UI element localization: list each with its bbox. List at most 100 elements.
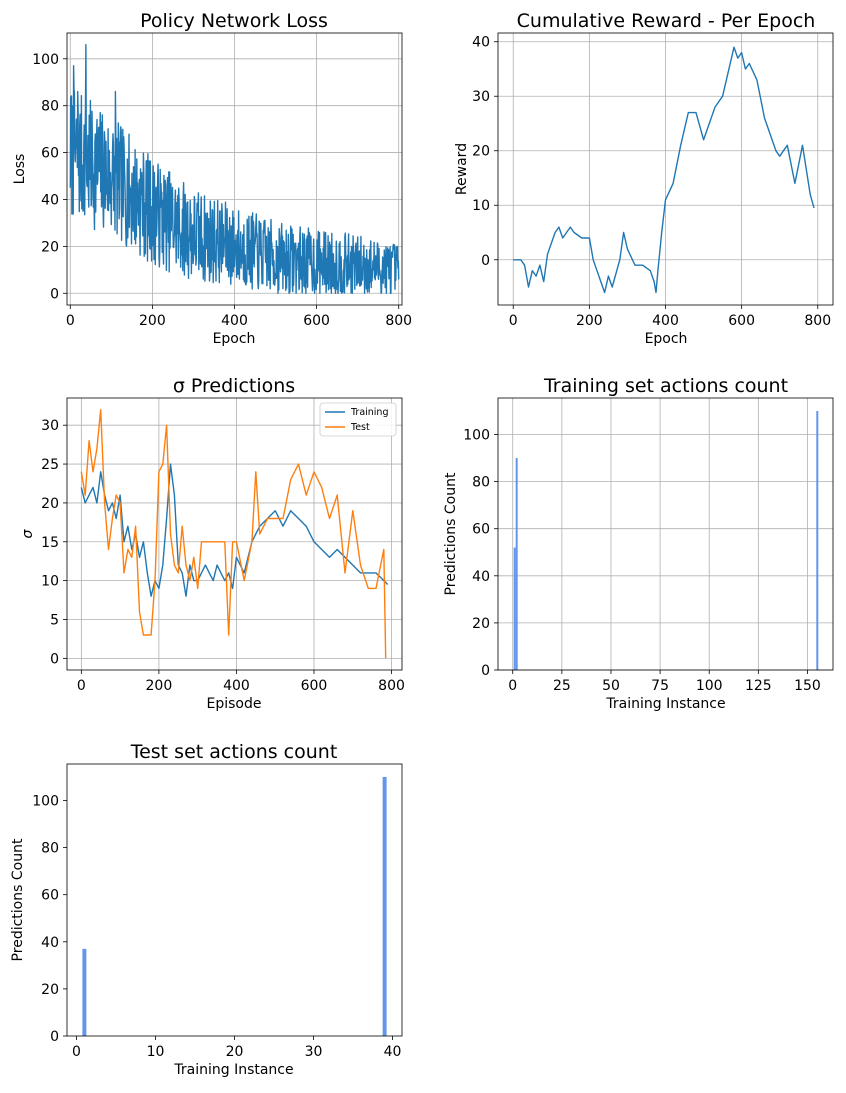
sigma-ticks: 0 200 400 600 800 0 5 10 15 20 25 30 (41, 418, 405, 694)
reward-ticks: 0 200 400 600 800 0 10 20 30 40 (472, 35, 831, 329)
reward-series-line (513, 46, 815, 294)
x-tick-label: 30 (305, 1044, 323, 1060)
y-tick-label: 60 (472, 522, 490, 538)
y-tick-label: 80 (41, 99, 59, 115)
y-tick-label: 100 (32, 794, 59, 810)
y-tick-label: 20 (472, 616, 490, 632)
bar (515, 458, 518, 670)
x-tick-label: 200 (139, 313, 166, 329)
x-tick-label: 125 (745, 678, 772, 694)
sigma-chart: σ Predictions 0 200 400 600 800051015202530 … (20, 375, 405, 712)
legend-label-training: Training (350, 407, 389, 418)
loss-xlabel: Epoch (213, 331, 256, 347)
train-actions-chart: Training set actions count 0 25 50 75 100 125… (443, 375, 834, 712)
loss-series-line (69, 44, 400, 294)
y-tick-label: 20 (41, 982, 59, 998)
sigma-series-test (80, 409, 387, 659)
test-actions-xlabel: Training Instance (173, 1062, 293, 1078)
y-tick-label: 30 (472, 89, 490, 105)
x-tick-label: 600 (728, 313, 755, 329)
reward-ylabel: Reward (454, 143, 470, 195)
x-tick-label: 0 (66, 313, 75, 329)
test-actions-title: Test set actions count (130, 741, 338, 763)
train-actions-xlabel: Training Instance (605, 696, 725, 712)
x-tick-label: 20 (226, 1044, 244, 1060)
x-tick-label: 400 (652, 313, 679, 329)
y-tick-label: 0 (50, 1029, 59, 1045)
x-tick-label: 800 (804, 313, 831, 329)
y-tick-label: 40 (472, 569, 490, 585)
y-tick-label: 0 (481, 253, 490, 269)
sigma-xlabel: Episode (207, 696, 262, 712)
loss-marks (69, 44, 400, 294)
x-tick-label: 0 (509, 313, 518, 329)
y-tick-label: 100 (32, 52, 59, 68)
x-tick-label: 800 (385, 313, 412, 329)
sigma-ylabel: σ (20, 528, 36, 538)
y-tick-label: 15 (41, 535, 59, 551)
y-tick-label: 60 (41, 146, 59, 162)
x-tick-label: 800 (378, 678, 405, 694)
y-tick-label: 0 (50, 651, 59, 667)
x-tick-label: 0 (72, 1044, 81, 1060)
loss-ticks: 0 200 400 600 800 0 20 40 60 80 100 (32, 52, 412, 329)
y-tick-label: 40 (41, 935, 59, 951)
x-tick-label: 600 (301, 678, 328, 694)
y-tick-label: 20 (41, 496, 59, 512)
x-tick-label: 10 (147, 1044, 165, 1060)
y-tick-label: 25 (41, 457, 59, 473)
x-tick-label: 400 (221, 313, 248, 329)
y-tick-label: 5 (50, 612, 59, 628)
x-tick-label: 600 (303, 313, 330, 329)
x-tick-label: 400 (223, 678, 250, 694)
train-actions-ticks: 0 25 50 75 100 125 150 0 20 40 60 80 100 (463, 428, 821, 694)
y-tick-label: 80 (472, 475, 490, 491)
sigma-marks (80, 409, 389, 659)
x-tick-label: 25 (553, 678, 571, 694)
loss-title: Policy Network Loss (140, 10, 328, 32)
reward-chart: Cumulative Reward - Per Epoch 0 200 400 600… (454, 10, 834, 347)
loss-ylabel: Loss (12, 154, 28, 185)
x-tick-label: 75 (651, 678, 669, 694)
x-tick-label: 200 (576, 313, 603, 329)
train-actions-marks (513, 410, 819, 670)
bar (82, 948, 87, 1036)
x-tick-label: 200 (146, 678, 173, 694)
sigma-legend: Training Test (319, 402, 397, 437)
test-actions-ylabel: Predictions Count (10, 838, 26, 961)
test-actions-marks (82, 776, 387, 1036)
sigma-title: σ Predictions (173, 375, 295, 397)
x-tick-label: 100 (696, 678, 723, 694)
y-tick-label: 0 (481, 663, 490, 679)
x-tick-label: 0 (77, 678, 86, 694)
train-actions-ylabel: Predictions Count (443, 472, 459, 595)
y-tick-label: 100 (463, 428, 490, 444)
sigma-plot-area (66, 397, 403, 671)
x-tick-label: 50 (602, 678, 620, 694)
legend-label-test: Test (350, 422, 370, 433)
x-tick-label: 150 (794, 678, 821, 694)
train-actions-title: Training set actions count (543, 375, 788, 397)
test-actions-chart: Test set actions count 0 10 20 30 40 0 20 40 60 8… (10, 741, 403, 1078)
y-tick-label: 0 (50, 286, 59, 302)
reward-title: Cumulative Reward - Per Epoch (517, 10, 816, 32)
bar (382, 776, 387, 1036)
y-tick-label: 40 (41, 192, 59, 208)
y-tick-label: 20 (41, 239, 59, 255)
loss-chart: Policy Network Loss 0 200 400 600 800 0 20 40 60… (12, 10, 412, 347)
train-actions-plot-area (497, 397, 834, 671)
y-tick-label: 80 (41, 841, 59, 857)
bar (816, 410, 819, 670)
test-actions-ticks: 0 10 20 30 40 0 20 40 60 80 100 (32, 794, 401, 1060)
y-tick-label: 10 (472, 198, 490, 214)
x-tick-label: 0 (508, 678, 517, 694)
y-tick-label: 30 (41, 418, 59, 434)
x-tick-label: 40 (384, 1044, 402, 1060)
y-tick-label: 10 (41, 574, 59, 590)
reward-marks (513, 46, 815, 294)
reward-xlabel: Epoch (645, 331, 688, 347)
y-tick-label: 20 (472, 144, 490, 160)
bar (513, 547, 516, 670)
y-tick-label: 60 (41, 888, 59, 904)
